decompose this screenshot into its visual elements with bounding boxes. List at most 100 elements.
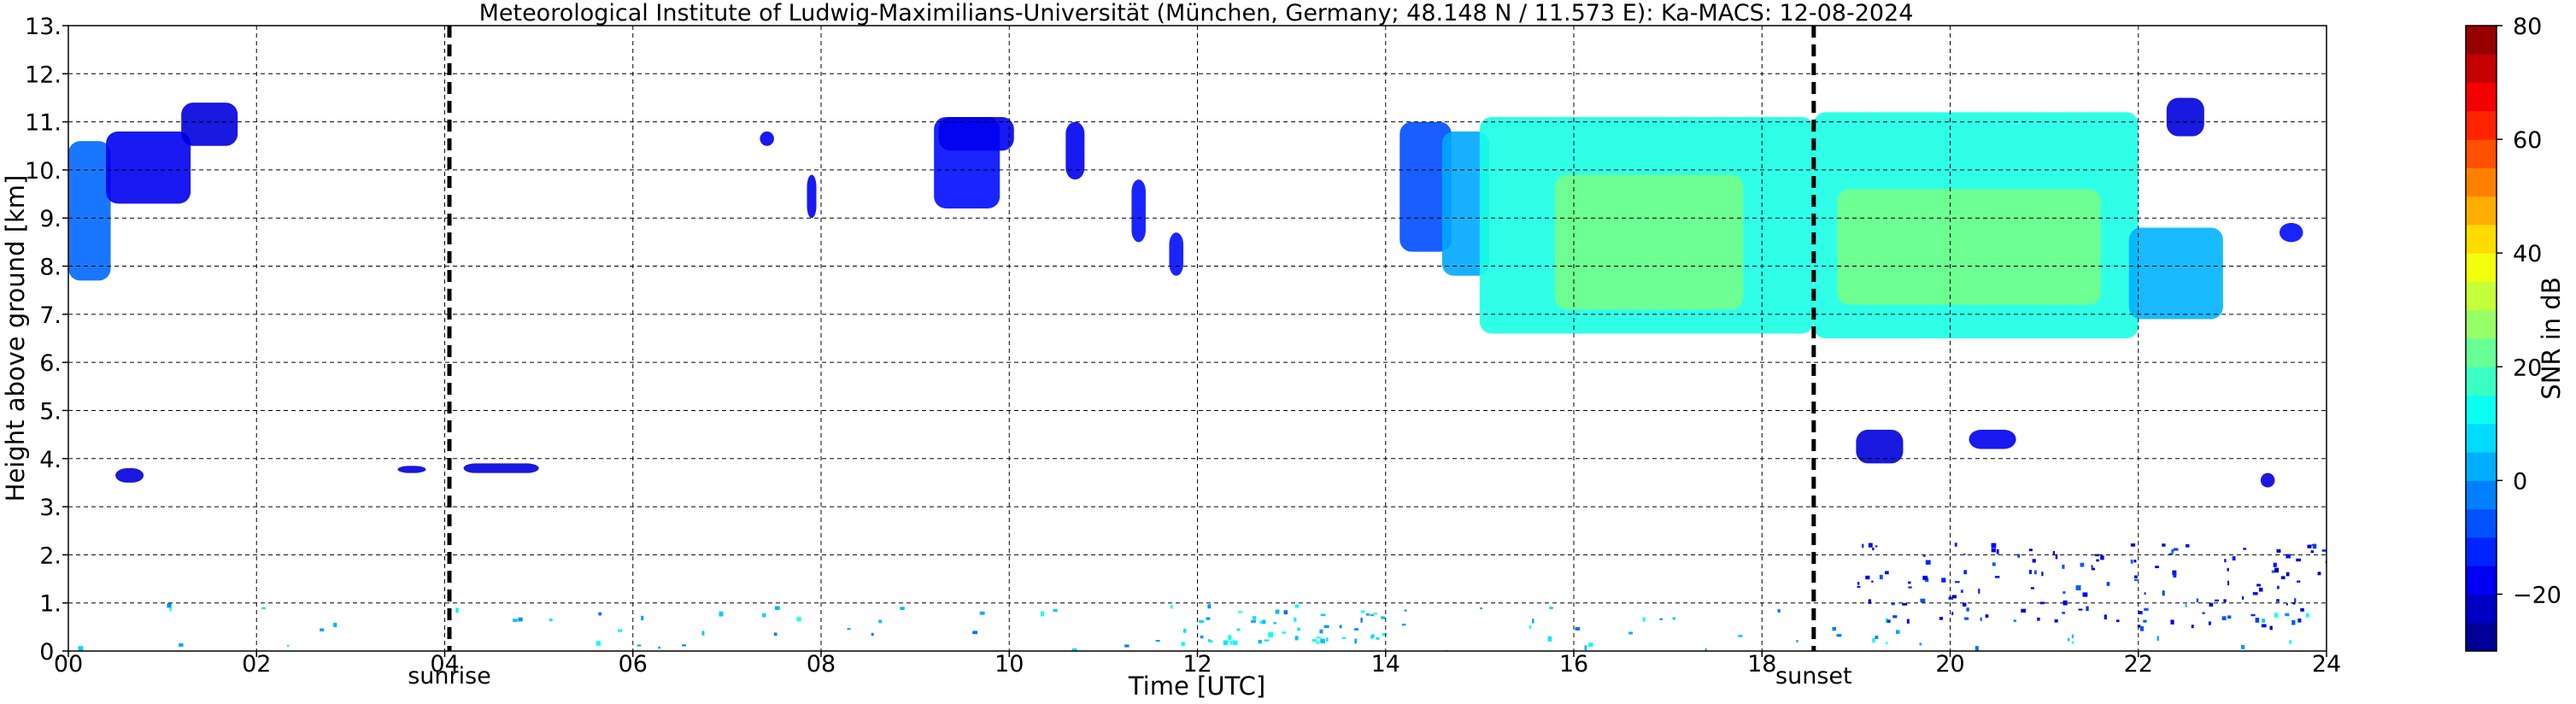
echo-speckle: [518, 617, 523, 622]
echo-speckle: [774, 606, 780, 610]
echo-speckle: [1659, 618, 1664, 620]
echo-speckle: [773, 632, 777, 637]
echo-speckle: [1207, 604, 1212, 609]
colorbar-segment: [2466, 110, 2497, 140]
colorbar-segment: [2466, 338, 2497, 367]
echo-speckle: [1919, 642, 1922, 646]
echo-speckle: [2261, 624, 2267, 628]
echo-region: [1969, 429, 2016, 449]
echo-region: [68, 141, 111, 281]
echo-region: [1441, 131, 1489, 276]
echo-speckle: [2144, 607, 2149, 611]
y-tick-label: 9.: [39, 206, 62, 232]
echo-speckle: [2080, 562, 2085, 567]
echo-speckle: [1283, 610, 1288, 615]
y-tick-label: 0.: [39, 639, 62, 666]
echo-speckle: [1341, 637, 1347, 639]
echo-speckle: [2255, 617, 2260, 623]
echo-speckle: [1954, 543, 1957, 547]
echo-speckle: [2291, 619, 2296, 625]
echo-speckle: [2162, 590, 2165, 596]
echo-speckle: [979, 611, 985, 615]
echo-speckle: [179, 642, 184, 647]
echo-speckle: [2227, 580, 2230, 586]
echo-speckle: [617, 629, 623, 632]
echo-speckle: [1282, 631, 1286, 634]
echo-speckle: [2296, 558, 2301, 562]
colorbar-tick-label: 40: [2513, 241, 2542, 267]
grid-lines: [68, 26, 2327, 651]
echo-speckle: [972, 631, 977, 635]
echo-speckle: [2286, 554, 2291, 559]
echo-speckle: [1966, 607, 1969, 612]
x-axis-label: Time [UTC]: [1128, 672, 1265, 701]
echo-speckle: [1040, 611, 1045, 617]
echo-speckle: [1320, 638, 1325, 643]
echo-region: [1131, 179, 1146, 243]
echo-speckle: [1360, 617, 1363, 623]
echo-speckle: [2104, 614, 2107, 619]
echo-region: [760, 131, 774, 146]
echo-speckle: [1273, 622, 1276, 625]
echo-speckle: [2168, 553, 2174, 555]
echo-speckle: [2202, 612, 2205, 614]
echo-speckle: [1886, 642, 1888, 645]
echo-speckle: [1857, 585, 1861, 588]
colorbar-segment: [2466, 54, 2497, 84]
echo-speckle: [1311, 639, 1317, 642]
echo-speckle: [2294, 598, 2297, 603]
echo-speckle: [1705, 648, 1707, 651]
y-tick-label: 12.: [25, 62, 62, 88]
echo-speckle: [1199, 619, 1205, 623]
echo-speckle: [719, 611, 724, 617]
echo-speckle: [1872, 547, 1875, 551]
echo-speckle: [2130, 559, 2133, 564]
echo-speckle: [2269, 625, 2273, 631]
echo-speckle: [169, 607, 172, 612]
echo-speckle: [2091, 565, 2093, 568]
colorbar-segment: [2466, 594, 2497, 624]
sunset-marker-label: sunset: [1775, 663, 1852, 689]
echo-speckle: [1320, 613, 1326, 617]
echo-speckle: [2310, 550, 2315, 554]
echo-speckle: [1963, 570, 1968, 575]
echo-speckle: [1228, 635, 1232, 640]
echo-speckle: [2297, 580, 2301, 583]
echo-speckle: [2133, 578, 2138, 581]
colorbar-segment: [2466, 281, 2497, 311]
echo-speckle: [1297, 627, 1300, 631]
echo-speckle: [796, 617, 801, 622]
echo-speckle: [1996, 549, 1999, 554]
echo-speckle: [762, 613, 766, 618]
echo-region: [2166, 97, 2204, 137]
colorbar-segment: [2466, 367, 2497, 396]
echo-speckle: [1978, 588, 1980, 594]
echo-speckle: [2208, 621, 2211, 625]
echo-speckle: [333, 622, 337, 628]
echo-speckle: [1875, 635, 1879, 639]
echo-speckle: [1275, 609, 1280, 614]
colorbar-segment: [2466, 253, 2497, 282]
y-tick-label: 3.: [39, 495, 62, 521]
echo-speckle: [2196, 598, 2199, 603]
echo-speckle: [641, 615, 644, 621]
echo-speckle: [1885, 571, 1889, 575]
colorbar-segment: [2466, 508, 2497, 538]
echo-speckle: [549, 618, 553, 622]
echo-speckle: [2091, 567, 2096, 571]
echo-region: [463, 463, 539, 473]
echo-speckle: [1907, 581, 1911, 584]
y-tick-label: 13.: [25, 14, 62, 40]
echo-speckle: [1547, 636, 1552, 642]
echo-speckle: [1896, 630, 1900, 634]
echo-speckle: [286, 644, 290, 648]
echo-speckle: [1294, 617, 1297, 622]
y-axis-ticks: 0. 1. 2. 3. 4. 5. 6. 7. 8. 9. 10. 11. 12. 13.: [25, 14, 68, 666]
echo-speckle: [1885, 618, 1888, 623]
echo-speckle: [2100, 555, 2104, 560]
echo-speckle: [1951, 595, 1957, 599]
echo-speckle: [1887, 619, 1891, 623]
colorbar-segment: [2466, 224, 2497, 254]
echo-speckle: [1951, 612, 1954, 615]
echo-speckle: [2243, 548, 2247, 550]
